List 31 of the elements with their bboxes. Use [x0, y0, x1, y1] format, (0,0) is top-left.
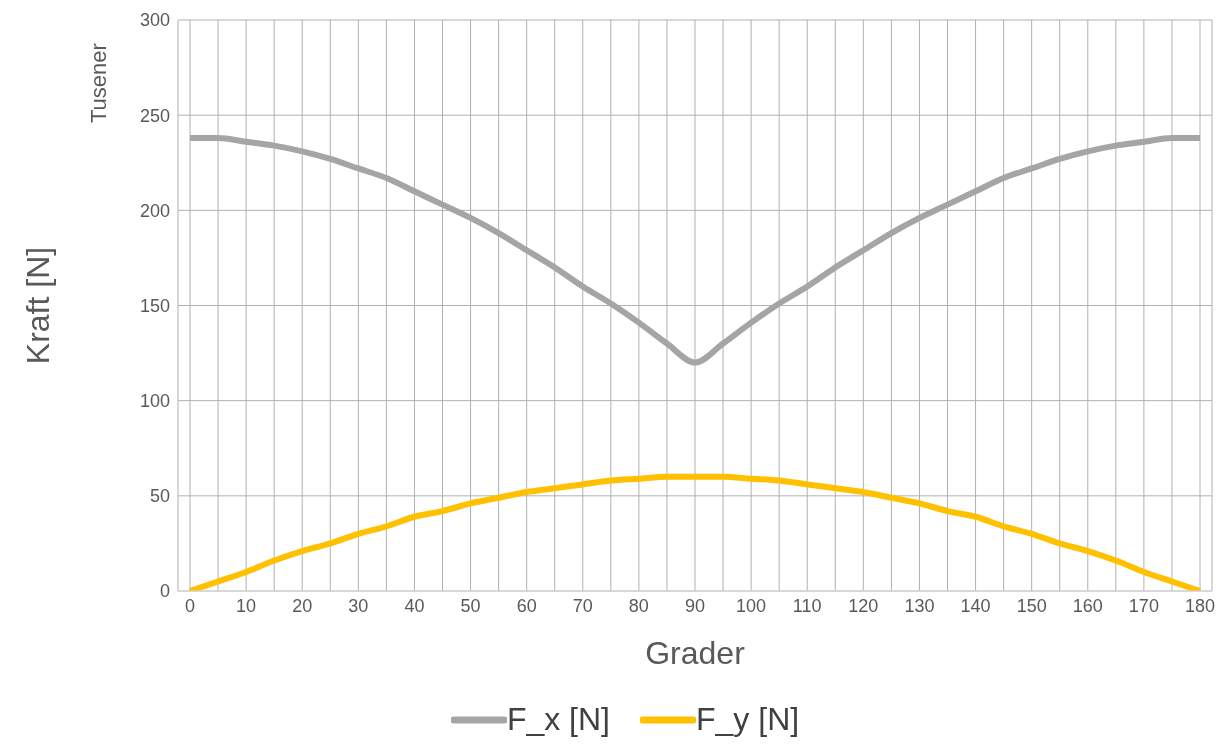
x-tick-label: 150	[1016, 595, 1047, 616]
x-tick-label: 70	[572, 595, 593, 616]
y-tick-label: 50	[149, 486, 170, 507]
x-tick-label: 80	[628, 595, 649, 616]
x-tick-label: 100	[736, 595, 767, 616]
x-tick-label: 140	[960, 595, 991, 616]
y-tick-label: 0	[159, 581, 170, 602]
x-tick-label: 90	[684, 595, 706, 616]
x-tick-label: 130	[904, 595, 935, 616]
x-tick-label: 110	[792, 595, 822, 616]
x-tick-label: 0	[184, 595, 196, 616]
x-axis-title: Grader	[645, 634, 746, 671]
x-tick-label: 120	[848, 595, 879, 616]
x-tick-label: 50	[460, 595, 481, 616]
y-tick-label: 100	[139, 391, 170, 412]
x-tick-label: 170	[1128, 595, 1159, 616]
x-tick-label: 30	[348, 595, 369, 616]
x-tick-label: 10	[236, 595, 257, 616]
y-axis-title: Kraft [N]	[20, 246, 57, 365]
x-tick-label: 160	[1072, 595, 1103, 616]
y-tick-label: 200	[139, 200, 170, 221]
y-tick-label: 300	[139, 10, 170, 31]
text: Tusener	[86, 43, 112, 123]
x-tick-label: 180	[1184, 595, 1216, 616]
y-tick-label: 250	[139, 105, 170, 126]
legend-label: F_y [N]	[696, 701, 800, 738]
legend-label: F_x [N]	[506, 701, 610, 738]
y-tick-label: 150	[139, 295, 170, 316]
x-tick-label: 60	[516, 595, 537, 616]
x-tick-label: 40	[404, 595, 425, 616]
x-tick-label: 20	[292, 595, 313, 616]
